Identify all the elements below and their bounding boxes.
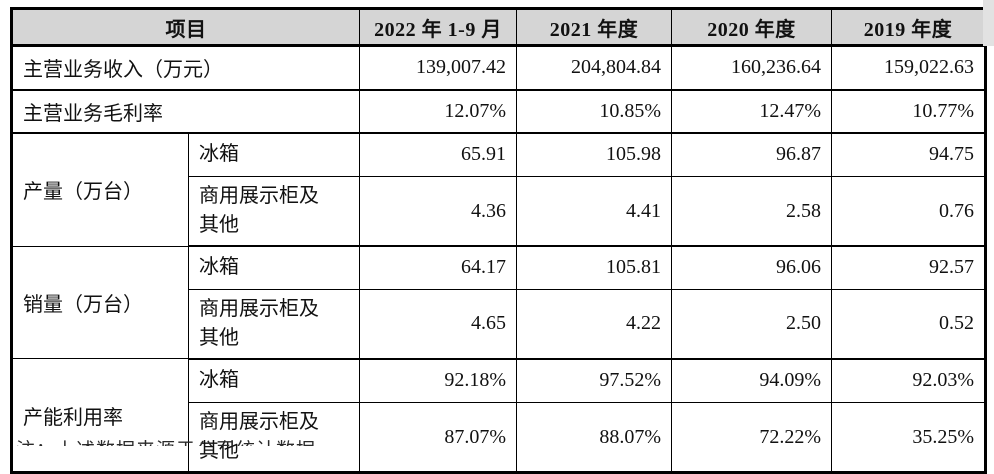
value-cell: 4.41 [516,176,672,247]
value-cell: 160,236.64 [671,45,832,91]
value-cell: 88.07% [516,402,672,473]
value-cell: 0.52 [831,288,986,360]
header-cell-period-2021: 2021 年度 [516,8,672,47]
sub-label: 冰箱 [188,358,360,403]
value-cell: 65.91 [359,132,517,177]
sub-label: 冰箱 [188,132,360,177]
value-cell: 204,804.84 [516,45,672,91]
sub-label: 冰箱 [188,245,360,290]
sub-label: 商用展示柜及 其他 [188,176,360,247]
table-row-gross-margin: 主营业务毛利率 12.07% 10.85% 12.47% 10.77% [11,89,986,134]
value-cell: 12.07% [359,89,517,134]
row-label: 主营业务毛利率 [11,89,360,134]
sub-label: 商用展示柜及 其他 [188,288,360,360]
value-cell: 2.58 [671,176,832,247]
header-cell-period-2020: 2020 年度 [671,8,832,47]
value-cell: 35.25% [831,402,986,473]
value-cell: 12.47% [671,89,832,134]
value-cell: 92.03% [831,358,986,403]
group-label-output: 产量（万台） [11,132,189,247]
sub-label: 商用展示柜及 其他 [188,402,360,473]
table-row-output-fridge: 产量（万台） 冰箱 65.91 105.98 96.87 94.75 [11,132,986,247]
table-row-output-showcase: 商用展示柜及 其他 4.36 4.41 2.58 0.76 [12,176,986,247]
clipped-footnote-text: 注：上述数据来源于公司统计数据 [16,440,656,446]
group-label-sales: 销量（万台） [11,245,189,359]
financial-metrics-table: 项目 2022 年 1-9 月 2021 年度 2020 年度 2019 年度 … [10,7,987,474]
table-row-utilization-fridge: 产能利用率 冰箱 92.18% 97.52% 94.09% 92.03% [11,358,986,473]
value-cell: 97.52% [516,358,672,403]
table-header-row: 项目 2022 年 1-9 月 2021 年度 2020 年度 2019 年度 [11,8,986,47]
header-cell-period-2022: 2022 年 1-9 月 [359,8,517,47]
document-page: 项目 2022 年 1-9 月 2021 年度 2020 年度 2019 年度 … [10,0,994,474]
value-cell: 94.09% [671,358,832,403]
table-row-revenue: 主营业务收入（万元） 139,007.42 204,804.84 160,236… [11,45,986,91]
value-cell: 87.07% [359,402,517,473]
value-cell: 0.76 [831,176,986,247]
value-cell: 4.65 [359,288,517,360]
row-label: 主营业务收入（万元） [11,45,360,91]
value-cell: 10.77% [831,89,986,134]
value-cell: 105.81 [516,245,672,290]
header-cell-item: 项目 [11,8,360,47]
value-cell: 139,007.42 [359,45,517,91]
scan-artifact-strip [983,0,994,46]
value-cell: 92.18% [359,358,517,403]
value-cell: 10.85% [516,89,672,134]
table-row-sales-showcase: 商用展示柜及 其他 4.65 4.22 2.50 0.52 [12,288,986,360]
value-cell: 72.22% [671,402,832,473]
group-label-utilization: 产能利用率 [11,358,189,473]
value-cell: 2.50 [671,288,832,360]
value-cell: 94.75 [831,132,986,177]
header-cell-period-2019: 2019 年度 [831,8,986,47]
value-cell: 96.06 [671,245,832,290]
value-cell: 4.22 [516,288,672,360]
value-cell: 64.17 [359,245,517,290]
table-row-sales-fridge: 销量（万台） 冰箱 64.17 105.81 96.06 92.57 [11,245,986,359]
value-cell: 4.36 [359,176,517,247]
value-cell: 105.98 [516,132,672,177]
value-cell: 159,022.63 [831,45,986,91]
value-cell: 96.87 [671,132,832,177]
value-cell: 92.57 [831,245,986,290]
